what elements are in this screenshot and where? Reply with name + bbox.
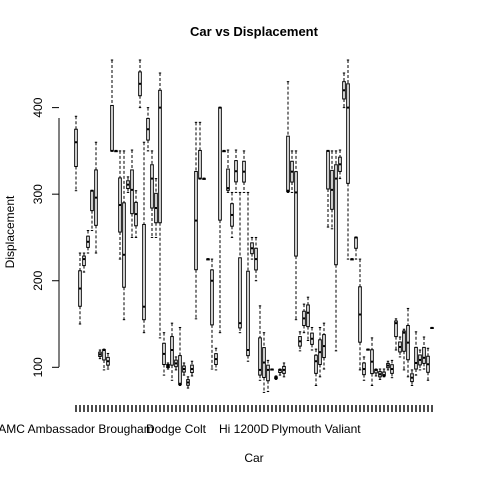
- box: [286, 135, 290, 193]
- box: [130, 169, 134, 215]
- box: [110, 104, 114, 152]
- y-axis-label: Displacement: [3, 195, 17, 268]
- box: [178, 355, 182, 386]
- box: [218, 107, 222, 221]
- box: [258, 337, 262, 376]
- box: [74, 128, 78, 167]
- box: [306, 304, 310, 328]
- box: [122, 202, 126, 288]
- box: [314, 354, 318, 374]
- box: [294, 171, 298, 257]
- y-tick-label: 100: [31, 357, 45, 377]
- box: [142, 223, 146, 321]
- box: [210, 269, 214, 326]
- box: [334, 164, 338, 266]
- x-tick-label: Dodge Colt: [146, 422, 207, 436]
- x-tick-label: Plymouth Valiant: [271, 422, 361, 436]
- box: [102, 349, 106, 361]
- box: [82, 255, 86, 267]
- boxplot-marks: [74, 59, 434, 393]
- box: [246, 270, 250, 357]
- box: [394, 320, 398, 338]
- box: [346, 83, 350, 184]
- y-tick-label: 200: [31, 270, 45, 290]
- box: [90, 190, 94, 212]
- chart-title: Car vs Displacement: [190, 24, 319, 39]
- box: [198, 149, 202, 180]
- x-tick-label: AMC Ambassador Brougham: [0, 422, 154, 436]
- box: [150, 164, 154, 209]
- box: [326, 150, 330, 190]
- box: [414, 346, 418, 370]
- box: [354, 236, 358, 249]
- box: [266, 364, 270, 382]
- box: [158, 89, 162, 224]
- box: [238, 257, 242, 329]
- box: [402, 330, 406, 352]
- y-tick-label: 300: [31, 184, 45, 204]
- y-tick-label: 400: [31, 97, 45, 117]
- box: [422, 346, 426, 364]
- x-tick-label: Hi 1200D: [219, 422, 269, 436]
- y-axis-ticks: 100 200 300 400: [31, 97, 59, 377]
- box: [226, 168, 230, 191]
- x-axis-label: Car: [244, 451, 263, 465]
